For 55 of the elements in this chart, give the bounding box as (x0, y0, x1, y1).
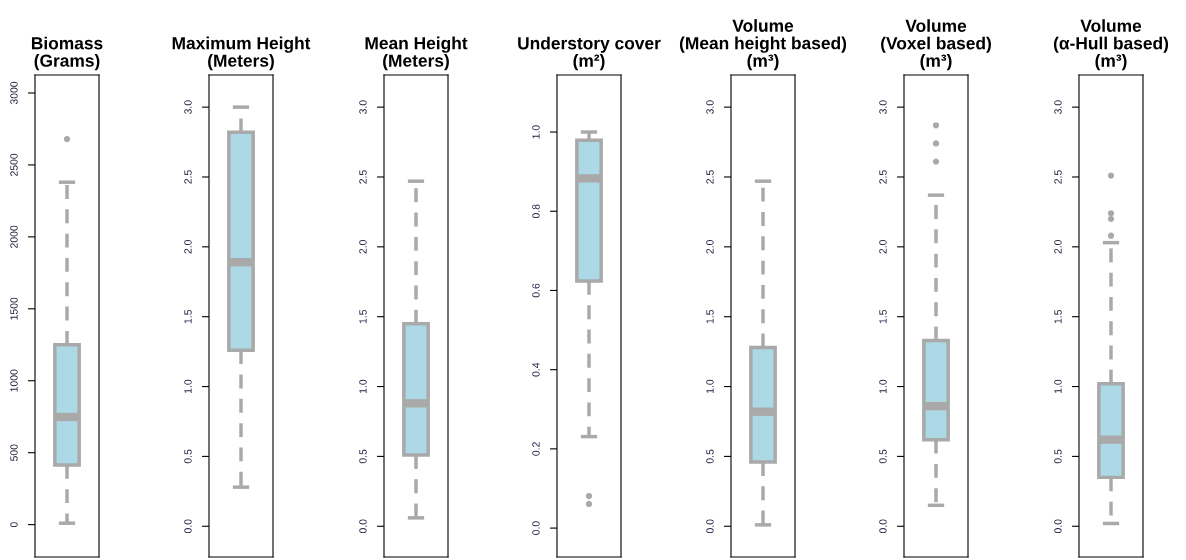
y-tick-label: 0.0 (1054, 519, 1062, 534)
y-tick-label: 2.5 (359, 170, 367, 184)
y-tick-label: 1.0 (359, 379, 367, 393)
y-tick-label: 0.4 (532, 362, 540, 377)
y-tick-label: 500 (10, 444, 18, 461)
y-tick-label: 2.0 (359, 240, 367, 254)
chart-title: Volume (Mean height based) (m³) (679, 19, 847, 71)
y-tick-label: 0.2 (532, 442, 540, 456)
y-tick-label: 0.5 (359, 449, 367, 464)
y-tick-label: 1000 (10, 369, 18, 392)
y-tick-label: 3000 (10, 81, 18, 105)
y-tick-label: 1.0 (706, 379, 714, 393)
y-tick-label: 0.0 (532, 521, 540, 535)
chart-title: Volume (Voxel based) (m³) (881, 19, 991, 71)
chart-title: Maximum Height (Meters) (172, 36, 311, 71)
y-tick-label: 0.5 (706, 449, 714, 464)
y-tick-label: 0.8 (532, 204, 540, 219)
y-tick-label: 1.0 (879, 379, 887, 393)
y-tick-label: 0.5 (1054, 449, 1062, 464)
y-tick-label: 3.0 (184, 100, 192, 114)
y-tick-label: 1.0 (184, 379, 192, 393)
chart-title: Mean Height (Meters) (365, 36, 468, 71)
y-tick-label: 0 (10, 522, 18, 528)
y-tick-label: 2000 (10, 225, 18, 248)
y-tick-label: 0.0 (879, 519, 887, 534)
y-tick-label: 1.5 (879, 309, 887, 324)
y-tick-label: 2.0 (184, 240, 192, 254)
chart-title: Volume (α-Hull based) (m³) (1053, 19, 1169, 71)
y-tick-label: 2.5 (706, 170, 714, 184)
y-tick-label: 1500 (10, 297, 18, 320)
y-tick-label: 2.5 (879, 170, 887, 184)
y-tick-label: 0.0 (706, 519, 714, 534)
y-tick-label: 2.0 (1054, 240, 1062, 254)
y-tick-label: 0.0 (184, 519, 192, 534)
y-tick-label: 0.5 (879, 449, 887, 464)
y-tick-label: 2500 (10, 153, 18, 176)
y-tick-label: 1.5 (1054, 309, 1062, 324)
y-tick-label: 2.5 (184, 170, 192, 184)
y-tick-label: 1.0 (532, 125, 540, 139)
chart-title: Understory cover (m²) (518, 36, 661, 71)
y-tick-label: 0.5 (184, 449, 192, 464)
chart-title: Biomass (Grams) (31, 36, 103, 71)
y-tick-label: 1.5 (184, 309, 192, 324)
y-tick-label: 3.0 (359, 100, 367, 114)
y-tick-label: 3.0 (1054, 100, 1062, 114)
y-tick-label: 1.0 (1054, 379, 1062, 393)
y-tick-label: 1.5 (706, 309, 714, 324)
y-tick-label: 3.0 (879, 100, 887, 114)
y-tick-label: 3.0 (706, 100, 714, 114)
y-tick-label: 0.0 (359, 519, 367, 534)
y-tick-label: 2.0 (706, 240, 714, 254)
y-tick-label: 2.0 (879, 240, 887, 254)
y-tick-label: 2.5 (1054, 170, 1062, 184)
y-tick-label: 0.6 (532, 283, 540, 298)
y-tick-label: 1.5 (359, 309, 367, 324)
